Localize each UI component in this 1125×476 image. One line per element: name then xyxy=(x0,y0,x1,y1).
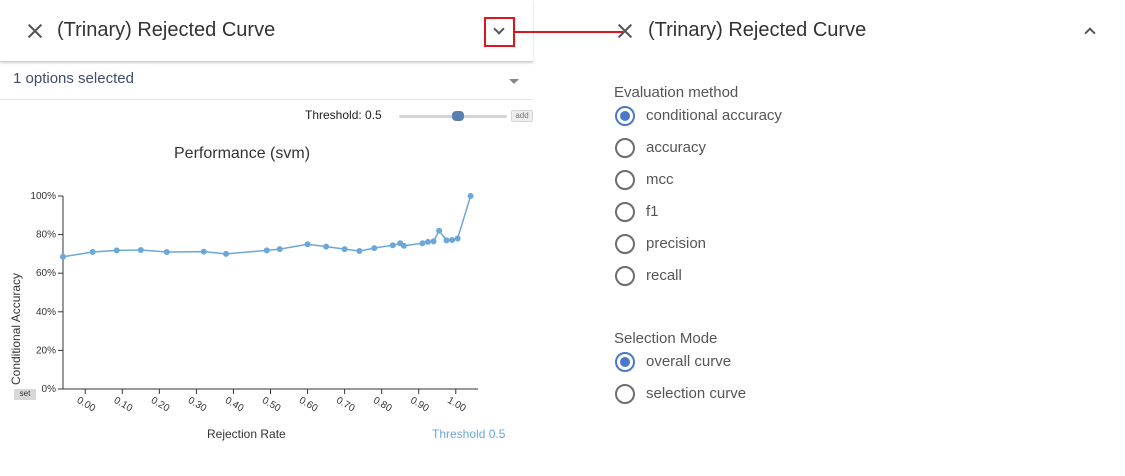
y-axis-label: Conditional Accuracy xyxy=(9,272,23,385)
data-point[interactable] xyxy=(436,227,443,234)
radio-button[interactable] xyxy=(615,384,635,404)
options-select-value: 1 options selected xyxy=(13,70,134,87)
x-tick-label: 0.10 xyxy=(112,395,135,414)
x-tick-label: 0.40 xyxy=(223,395,246,414)
data-point[interactable] xyxy=(389,242,396,249)
radio-label: accuracy xyxy=(646,139,707,156)
data-point[interactable] xyxy=(89,248,96,255)
x-tick-label: 0.90 xyxy=(408,395,431,414)
radio-button[interactable] xyxy=(615,266,635,286)
threshold-link[interactable]: Threshold 0.5 xyxy=(432,427,506,441)
radio-button[interactable] xyxy=(615,138,635,158)
radio-label: mcc xyxy=(646,171,674,188)
radio-label: precision xyxy=(646,235,707,252)
radio-button[interactable] xyxy=(615,170,635,190)
annotation-arrow-line xyxy=(515,31,623,33)
panel-title: (Trinary) Rejected Curve xyxy=(648,19,867,41)
data-point[interactable] xyxy=(113,247,120,254)
radio-label: conditional accuracy xyxy=(646,107,782,124)
data-point[interactable] xyxy=(449,237,456,244)
x-tick-label: 1.00 xyxy=(445,395,468,414)
data-point[interactable] xyxy=(304,241,311,248)
evaluation-method-label: Evaluation method xyxy=(614,84,739,101)
x-tick-label: 0.00 xyxy=(75,395,98,414)
data-point[interactable] xyxy=(443,237,450,244)
data-point[interactable] xyxy=(454,235,461,242)
chart-title: Performance (svm) xyxy=(174,145,311,162)
threshold-slider-handle[interactable] xyxy=(452,111,464,121)
data-point[interactable] xyxy=(424,238,431,245)
x-tick-label: 0.30 xyxy=(186,395,209,414)
x-tick-label: 0.80 xyxy=(371,395,394,414)
radio-button[interactable] xyxy=(615,352,635,372)
data-point[interactable] xyxy=(430,238,437,245)
data-point[interactable] xyxy=(356,248,363,255)
radio-label: overall curve xyxy=(646,353,732,370)
selection-mode-label: Selection Mode xyxy=(614,330,718,347)
options-select[interactable]: 1 options selected xyxy=(0,62,533,100)
data-point[interactable] xyxy=(200,248,207,255)
data-point[interactable] xyxy=(163,248,170,255)
y-tick-label: 100% xyxy=(30,191,56,202)
y-tick-label: 0% xyxy=(42,384,57,395)
data-point[interactable] xyxy=(60,253,66,260)
rejected-curve-panel-expanded: (Trinary) Rejected Curve Evaluation meth… xyxy=(533,0,1125,476)
y-tick-label: 60% xyxy=(36,268,56,279)
radio-button[interactable] xyxy=(615,106,635,126)
radio-button[interactable] xyxy=(615,234,635,254)
rejected-curve-panel-collapsed: (Trinary) Rejected Curve 1 options selec… xyxy=(0,0,533,476)
close-icon[interactable] xyxy=(615,21,635,41)
x-axis-label: Rejection Rate xyxy=(207,427,286,441)
caret-down-icon xyxy=(509,79,519,84)
data-point[interactable] xyxy=(400,242,407,249)
x-tick-label: 0.50 xyxy=(260,395,283,414)
x-tick-label: 0.20 xyxy=(149,395,172,414)
x-tick-label: 0.70 xyxy=(334,395,357,414)
radio-label: recall xyxy=(646,267,682,284)
chevron-down-icon xyxy=(493,23,505,35)
data-point[interactable] xyxy=(263,247,270,254)
y-tick-label: 40% xyxy=(36,307,56,318)
data-point[interactable] xyxy=(223,250,230,257)
x-tick-label: 0.60 xyxy=(297,395,320,414)
data-point[interactable] xyxy=(467,193,474,199)
add-button[interactable]: add xyxy=(511,110,533,122)
data-point[interactable] xyxy=(137,247,144,254)
radio-label: f1 xyxy=(646,203,659,220)
data-point[interactable] xyxy=(419,240,426,247)
set-button[interactable]: set xyxy=(14,389,36,400)
panel-title: (Trinary) Rejected Curve xyxy=(57,19,276,41)
data-point[interactable] xyxy=(323,243,330,250)
y-tick-label: 20% xyxy=(36,345,56,356)
collapse-toggle-button[interactable] xyxy=(484,17,515,47)
performance-chart: 0% 20% 40% 60% 80% 100% 0.00 0.10 0.20 0.30 0.40 0… xyxy=(30,191,478,415)
chevron-up-icon[interactable] xyxy=(1084,27,1096,39)
threshold-label: Threshold: 0.5 xyxy=(305,108,382,122)
y-tick-label: 80% xyxy=(36,230,56,241)
radio-label: selection curve xyxy=(646,385,747,402)
radio-button[interactable] xyxy=(615,202,635,222)
close-icon[interactable] xyxy=(25,21,45,41)
panel-header: (Trinary) Rejected Curve xyxy=(0,0,533,62)
data-point[interactable] xyxy=(371,245,378,252)
data-point[interactable] xyxy=(276,246,283,253)
data-point[interactable] xyxy=(341,246,348,253)
